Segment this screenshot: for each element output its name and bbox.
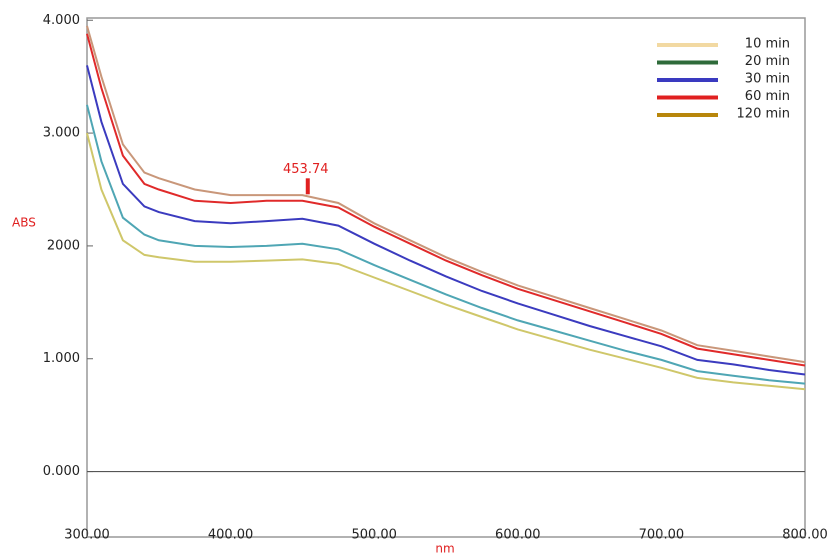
series-line — [86, 132, 806, 391]
peak-marker — [305, 178, 310, 195]
y-tick-label: 4.000 — [43, 13, 80, 28]
legend-label: 20 min — [745, 54, 790, 69]
y-axis-label: ABS — [12, 216, 36, 230]
legend-label: 30 min — [745, 72, 790, 87]
legend-label: 120 min — [737, 107, 790, 122]
x-axis-label: nm — [435, 542, 454, 554]
series-line — [86, 25, 806, 364]
series-line — [86, 65, 806, 376]
series-line — [86, 104, 806, 385]
legend-label: 10 min — [745, 37, 790, 52]
y-tick-label: 3.000 — [43, 126, 80, 141]
peak-label: 453.74 — [283, 162, 329, 177]
y-tick-label: 0.000 — [43, 464, 80, 479]
series-line — [86, 33, 806, 367]
y-tick-label: 2000 — [47, 238, 80, 253]
plot-frame — [86, 17, 806, 538]
y-tick-label: 1.000 — [43, 351, 80, 366]
legend-label: 60 min — [745, 89, 790, 104]
